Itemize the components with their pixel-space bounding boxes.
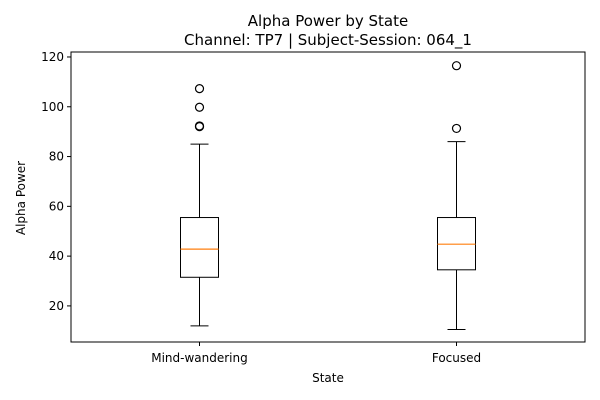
x-axis-label: State <box>312 371 344 385</box>
y-tick-label: 120 <box>41 50 64 64</box>
chart-subtitle: Channel: TP7 | Subject-Session: 064_1 <box>184 31 472 50</box>
x-tick-label: Mind-wandering <box>151 351 248 365</box>
outlier-point-mind-wandering <box>194 121 205 131</box>
outlier-point-focused <box>451 123 462 134</box>
y-tick-label: 40 <box>49 249 64 263</box>
plot-area: 20 40 60 80 100 120 Mind-wandering Focused <box>41 50 586 365</box>
outlier-point-mind-wandering <box>194 102 205 112</box>
y-tick-label: 20 <box>49 299 64 313</box>
y-axis-label: Alpha Power <box>14 161 28 235</box>
y-tick-label: 60 <box>49 199 64 213</box>
y-tick-label: 100 <box>41 100 64 114</box>
outlier-point-focused <box>451 61 462 71</box>
chart-title: Alpha Power by State <box>248 12 408 30</box>
x-tick-label: Focused <box>432 351 481 365</box>
plot-frame <box>70 51 586 343</box>
outlier-point-mind-wandering <box>194 83 205 94</box>
y-tick-label: 80 <box>49 150 64 164</box>
box-mind-wandering <box>180 217 219 278</box>
